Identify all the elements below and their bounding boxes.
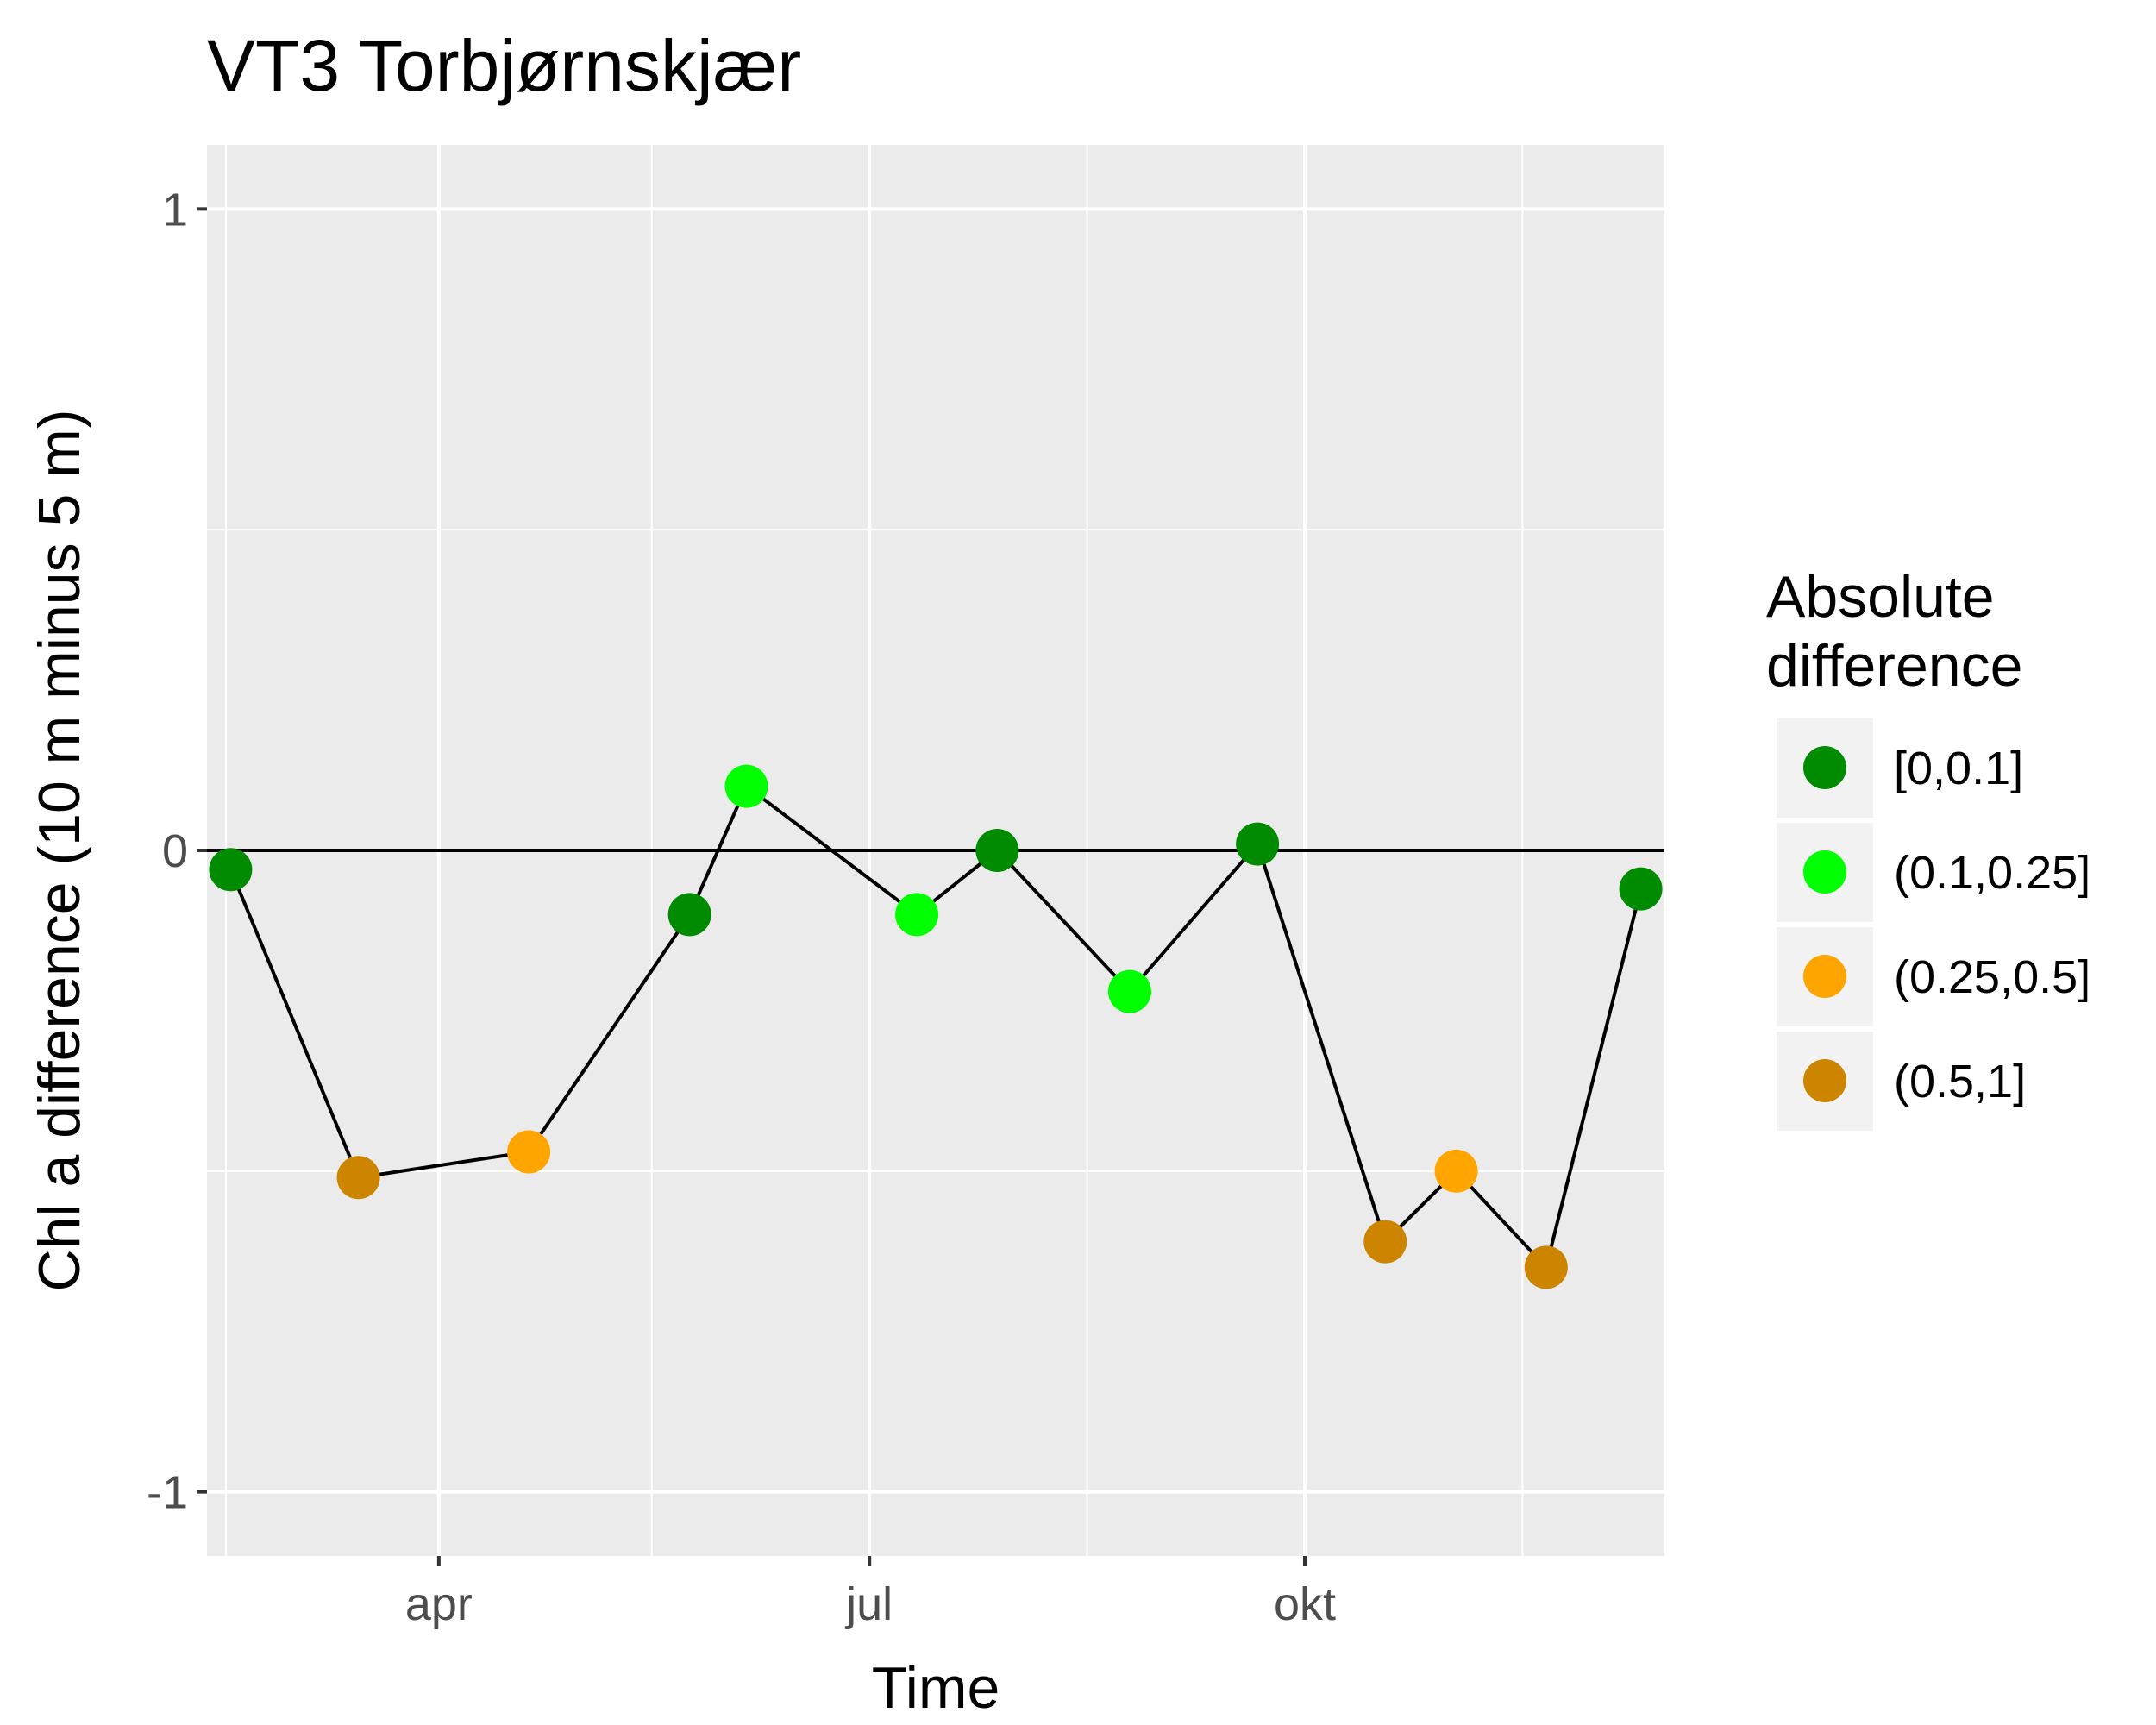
data-point [507,1130,551,1174]
legend-item: [0,0.1] [1777,718,2023,818]
y-axis-title: Chl a difference (10 m minus 5 m) [27,410,92,1292]
y-axis-tick-label: 1 [162,184,188,235]
data-point [1236,822,1280,866]
data-point [895,893,939,937]
data-point [336,1156,380,1200]
y-axis: -1 0 1 [147,184,207,1519]
data-point [1107,969,1151,1013]
x-axis-tick-label: jul [844,1578,893,1630]
data-point [209,848,253,892]
legend-item: (0.25,0.5] [1777,927,2090,1026]
chart-title: VT3 Torbjørnskjær [207,25,801,106]
legend-label: (0.25,0.5] [1894,951,2090,1003]
legend-item: (0.1,0.25] [1777,823,2090,922]
data-point [1524,1245,1568,1289]
legend-label: (0.5,1] [1894,1056,2026,1107]
x-axis-title: Time [872,1655,1000,1721]
legend: Absolute difference [0,0.1] (0.1,0.25] (0.… [1766,564,2090,1131]
data-point [667,893,711,937]
legend-swatch [1803,1059,1846,1102]
legend-label: (0.1,0.25] [1894,847,2090,899]
legend-swatch [1803,746,1846,789]
data-point [975,829,1019,872]
x-axis: apr jul okt [405,1556,1336,1630]
legend-title: Absolute difference [1766,564,2022,699]
legend-label: [0,0.1] [1894,743,2023,794]
data-point [1619,867,1663,911]
legend-swatch [1803,955,1846,998]
data-point [1434,1149,1478,1193]
x-axis-tick-label: apr [405,1578,473,1630]
data-point [724,764,768,808]
legend-swatch [1803,850,1846,894]
data-point [1363,1220,1407,1264]
legend-item: (0.5,1] [1777,1032,2026,1131]
y-axis-tick-label: -1 [147,1467,188,1519]
data-points [209,764,1663,1289]
y-axis-tick-label: 0 [162,825,188,877]
legend-items: [0,0.1] (0.1,0.25] (0.25,0.5] (0.5,1] [1777,718,2090,1131]
x-axis-tick-label: okt [1274,1578,1336,1630]
